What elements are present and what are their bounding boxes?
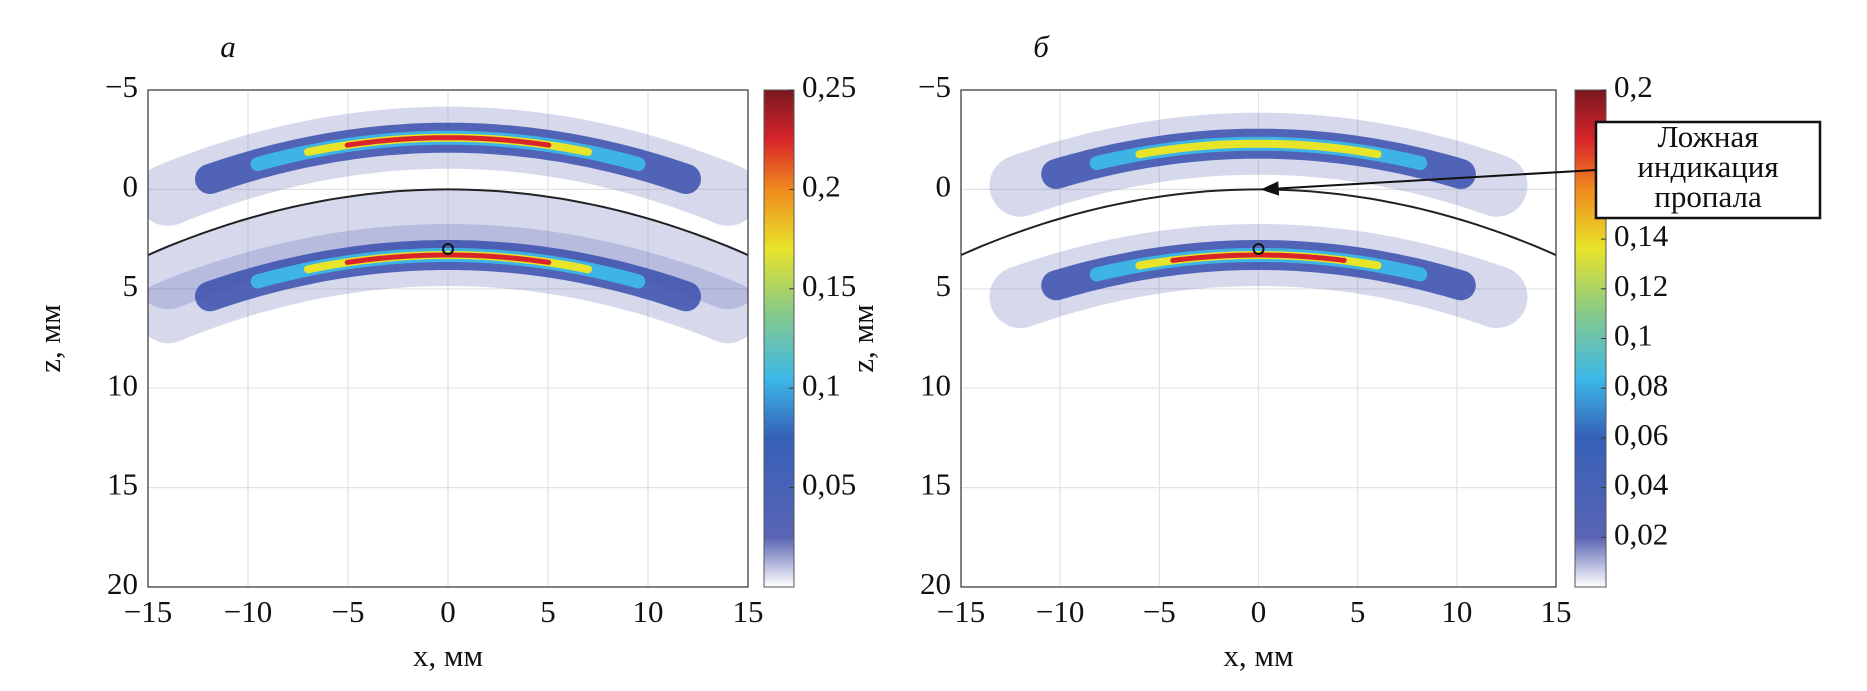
x-tick-label: 5 — [540, 594, 556, 629]
panel-label: а — [220, 29, 236, 64]
panel-label: б — [1033, 29, 1050, 64]
y-tick-label: −5 — [105, 69, 138, 104]
colorbar-tick-label: 0,12 — [1614, 268, 1668, 303]
y-tick-label: 20 — [107, 566, 138, 601]
y-tick-label: 20 — [920, 566, 951, 601]
x-tick-label: −15 — [124, 594, 172, 629]
colorbar-tick-label: 0,05 — [802, 467, 856, 502]
plot-frame — [960, 89, 1557, 588]
annotation-text: индикация — [1637, 149, 1778, 184]
colorbar-tick-label: 0,14 — [1614, 218, 1669, 253]
intensity-band — [148, 190, 748, 310]
x-tick-label: −5 — [332, 594, 365, 629]
annotation-arrow — [1260, 169, 1597, 196]
x-tick-label: 15 — [1541, 594, 1572, 629]
y-tick-label: 0 — [123, 169, 139, 204]
colorbar-tick-label: 0,1 — [1614, 318, 1653, 353]
y-axis-label: z, мм — [32, 304, 67, 373]
colorbar-tick-label: 0,1 — [802, 367, 841, 402]
surface-curve — [961, 188, 1556, 257]
intensity-band — [344, 135, 552, 148]
y-tick-label: 15 — [107, 467, 138, 502]
y-tick-label: 15 — [920, 467, 951, 502]
y-tick-label: 0 — [936, 169, 952, 204]
x-axis-label: x, мм — [413, 638, 483, 673]
colorbar-tick-label: 0,25 — [802, 69, 856, 104]
colorbar-tick-label: 0,08 — [1614, 367, 1668, 402]
colorbar-tick-label: 0,02 — [1614, 516, 1668, 551]
x-tick-label: 5 — [1350, 594, 1366, 629]
x-tick-label: −5 — [1143, 594, 1176, 629]
colorbar-tick-label: 0,2 — [802, 169, 841, 204]
colorbar-tick-label: 0,06 — [1614, 417, 1668, 452]
x-tick-label: 0 — [440, 594, 456, 629]
intensity-band — [1135, 139, 1382, 159]
annotation-text: пропала — [1654, 179, 1762, 214]
y-tick-label: 10 — [920, 367, 951, 402]
x-tick-label: −10 — [1036, 594, 1084, 629]
x-tick-label: 15 — [733, 594, 764, 629]
y-axis-label: z, мм — [845, 304, 880, 373]
y-tick-label: 5 — [123, 268, 139, 303]
panel: −15 −10 −5 0 5 10 15 −5 0 5 10 15 20 б x, мм z, мм 0,02 0… — [845, 29, 1822, 673]
reflector-point — [442, 243, 454, 256]
reflector-point — [1252, 243, 1265, 256]
x-tick-label: −10 — [224, 594, 272, 629]
x-tick-label: 10 — [1441, 594, 1472, 629]
y-tick-label: 5 — [936, 268, 952, 303]
x-tick-label: 0 — [1251, 594, 1267, 629]
colorbar-tick-label: 0,15 — [802, 268, 856, 303]
x-tick-label: −15 — [937, 594, 985, 629]
y-tick-label: −5 — [918, 69, 951, 104]
colorbar — [763, 89, 795, 588]
x-tick-label: 10 — [633, 594, 664, 629]
y-tick-label: 10 — [107, 367, 138, 402]
colorbar-tick-label: 0,2 — [1614, 69, 1653, 104]
plot-frame — [147, 89, 749, 588]
annotation-box — [1594, 120, 1822, 220]
colorbar-tick-label: 0,04 — [1614, 467, 1669, 502]
panel: −15 −10 −5 0 5 10 15 −5 0 5 10 15 20 а x, мм z, мм 0,05 0… — [32, 29, 856, 673]
annotation-text: Ложная — [1657, 119, 1758, 154]
surface-curve — [148, 188, 748, 257]
x-axis-label: x, мм — [1223, 638, 1293, 673]
